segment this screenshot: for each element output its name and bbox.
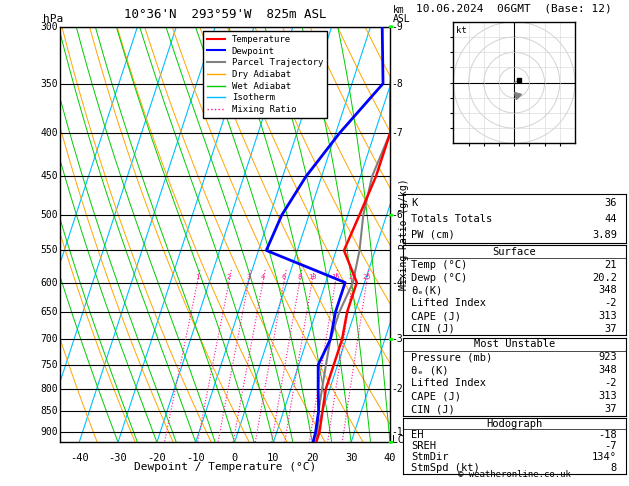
Text: 1: 1 <box>195 275 199 280</box>
Text: -30: -30 <box>109 452 128 463</box>
Text: 8: 8 <box>298 275 302 280</box>
Text: 36: 36 <box>604 197 617 208</box>
Text: 500: 500 <box>40 210 58 220</box>
Text: 20: 20 <box>306 452 318 463</box>
Text: 10.06.2024  06GMT  (Base: 12): 10.06.2024 06GMT (Base: 12) <box>416 3 612 14</box>
Text: θₑ (K): θₑ (K) <box>411 365 449 375</box>
Text: 20.2: 20.2 <box>592 273 617 282</box>
Text: Mixing Ratio (g/kg): Mixing Ratio (g/kg) <box>399 179 409 290</box>
Text: K: K <box>411 197 418 208</box>
Text: -8: -8 <box>392 79 403 88</box>
Text: 348: 348 <box>598 365 617 375</box>
Text: 3.89: 3.89 <box>592 230 617 240</box>
Text: Lifted Index: Lifted Index <box>411 298 486 308</box>
Text: 10°36'N  293°59'W  825m ASL: 10°36'N 293°59'W 825m ASL <box>124 8 326 21</box>
Text: 44: 44 <box>604 214 617 224</box>
Text: 750: 750 <box>40 360 58 370</box>
Text: 8: 8 <box>611 463 617 473</box>
Text: CIN (J): CIN (J) <box>411 324 455 334</box>
Text: 400: 400 <box>40 128 58 138</box>
Text: -2: -2 <box>604 298 617 308</box>
Text: Hodograph: Hodograph <box>486 418 542 429</box>
Text: 30: 30 <box>345 452 357 463</box>
Text: 40: 40 <box>384 452 396 463</box>
Text: 6: 6 <box>282 275 286 280</box>
Text: 4: 4 <box>261 275 265 280</box>
Text: Dewp (°C): Dewp (°C) <box>411 273 468 282</box>
Text: 900: 900 <box>40 427 58 437</box>
Text: Most Unstable: Most Unstable <box>474 339 555 349</box>
Text: -7: -7 <box>604 441 617 451</box>
Text: 923: 923 <box>598 352 617 362</box>
Text: -2: -2 <box>604 378 617 388</box>
Text: StmSpd (kt): StmSpd (kt) <box>411 463 481 473</box>
Text: θₑ(K): θₑ(K) <box>411 285 443 295</box>
Legend: Temperature, Dewpoint, Parcel Trajectory, Dry Adiabat, Wet Adiabat, Isotherm, Mi: Temperature, Dewpoint, Parcel Trajectory… <box>203 31 327 118</box>
Text: 313: 313 <box>598 311 617 321</box>
Text: 0: 0 <box>231 452 238 463</box>
Text: 37: 37 <box>604 324 617 334</box>
Text: LCL: LCL <box>392 435 409 445</box>
Text: Pressure (mb): Pressure (mb) <box>411 352 493 362</box>
Text: 300: 300 <box>40 22 58 32</box>
Text: -20: -20 <box>148 452 166 463</box>
Text: 15: 15 <box>331 275 340 280</box>
Text: 3: 3 <box>247 275 250 280</box>
Text: 650: 650 <box>40 307 58 317</box>
Text: CAPE (J): CAPE (J) <box>411 311 462 321</box>
Text: -10: -10 <box>186 452 205 463</box>
Text: CIN (J): CIN (J) <box>411 404 455 414</box>
Text: kt: kt <box>457 26 467 35</box>
Text: -2: -2 <box>392 383 403 394</box>
Text: 10: 10 <box>308 275 316 280</box>
Text: -40: -40 <box>70 452 89 463</box>
Text: hPa: hPa <box>43 14 64 24</box>
Text: 10: 10 <box>267 452 280 463</box>
Text: Temp (°C): Temp (°C) <box>411 260 468 270</box>
Text: -4: -4 <box>392 278 403 288</box>
Text: 21: 21 <box>604 260 617 270</box>
Text: 348: 348 <box>598 285 617 295</box>
Text: Lifted Index: Lifted Index <box>411 378 486 388</box>
Text: 800: 800 <box>40 383 58 394</box>
Text: 600: 600 <box>40 278 58 288</box>
Text: Totals Totals: Totals Totals <box>411 214 493 224</box>
Text: -3: -3 <box>392 334 403 345</box>
Text: Surface: Surface <box>493 247 536 257</box>
Text: StmDir: StmDir <box>411 452 449 462</box>
Text: 450: 450 <box>40 172 58 181</box>
Text: 550: 550 <box>40 245 58 256</box>
Text: EH: EH <box>411 430 424 440</box>
Text: km
ASL: km ASL <box>393 5 411 24</box>
Text: 25: 25 <box>362 275 370 280</box>
Text: 2: 2 <box>227 275 231 280</box>
Text: © weatheronline.co.uk: © weatheronline.co.uk <box>458 469 571 479</box>
Text: 850: 850 <box>40 406 58 416</box>
Text: -18: -18 <box>598 430 617 440</box>
Text: -1: -1 <box>392 427 403 437</box>
Text: 700: 700 <box>40 334 58 345</box>
Text: -6: -6 <box>392 210 403 220</box>
Text: -9: -9 <box>392 22 403 32</box>
Text: 37: 37 <box>604 404 617 414</box>
Text: SREH: SREH <box>411 441 437 451</box>
Text: CAPE (J): CAPE (J) <box>411 391 462 401</box>
Text: -7: -7 <box>392 128 403 138</box>
Text: 134°: 134° <box>592 452 617 462</box>
Text: 313: 313 <box>598 391 617 401</box>
Text: 20: 20 <box>348 275 357 280</box>
Text: PW (cm): PW (cm) <box>411 230 455 240</box>
X-axis label: Dewpoint / Temperature (°C): Dewpoint / Temperature (°C) <box>134 462 316 472</box>
Text: 350: 350 <box>40 79 58 88</box>
